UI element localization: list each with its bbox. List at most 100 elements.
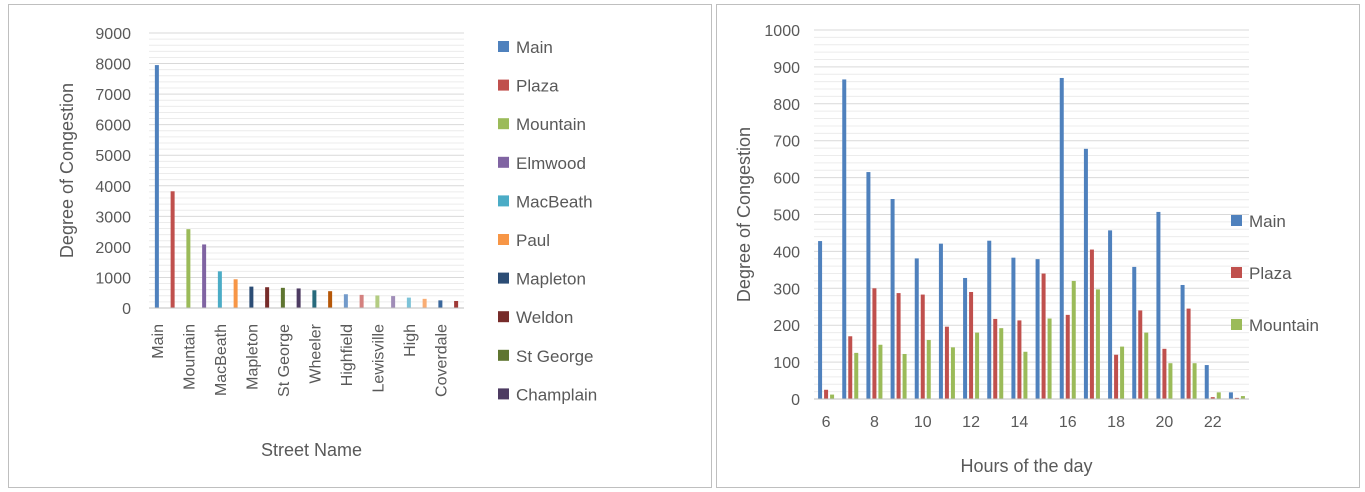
hourly-congestion-chart: 0 100 200 300 400 500 600 700 800 900 1000 Degree o… <box>717 5 1359 487</box>
bar-main-hour-21 <box>1181 285 1185 399</box>
bar-main-hour-23 <box>1229 392 1233 399</box>
y-tick-label: 200 <box>773 318 800 335</box>
bar-main-hour-20 <box>1156 212 1160 399</box>
y-axis-label: Degree of Congestion <box>734 127 754 302</box>
bar-plaza-hour-8 <box>872 288 876 399</box>
legend-label-elmwood: Elmwood <box>516 154 586 173</box>
y-tick-label: 5000 <box>95 148 131 165</box>
legend-swatch-main <box>1231 215 1242 226</box>
legend-label-st-george: St George <box>516 347 594 366</box>
x-tick-label-main: Main <box>150 324 167 359</box>
bar-main-hour-18 <box>1108 230 1112 399</box>
bar-plaza-hour-14 <box>1017 320 1021 399</box>
bar-plaza-hour-17 <box>1090 250 1094 399</box>
legend-label-weldon: Weldon <box>516 308 573 327</box>
bar-mountain-hour-8 <box>878 345 882 399</box>
bar-main-hour-16 <box>1060 78 1064 399</box>
x-tick-label-coverdale: Coverdale <box>433 324 450 397</box>
bar-mountain-hour-18 <box>1120 347 1124 399</box>
bar-plaza-hour-13 <box>993 319 997 399</box>
bar-mapleton <box>249 287 253 308</box>
bar-mountain-hour-14 <box>1023 352 1027 399</box>
legend-label-macbeath: MacBeath <box>516 192 593 211</box>
bar-plaza-hour-16 <box>1066 315 1070 399</box>
bar-main-hour-14 <box>1011 258 1015 399</box>
x-tick-label-6: 6 <box>822 414 831 431</box>
legend-swatch-paul <box>498 234 509 245</box>
bar-mountain-hour-7 <box>854 353 858 399</box>
bar-mountain-hour-17 <box>1096 289 1100 399</box>
bar-mountain-hour-20 <box>1168 363 1172 399</box>
bar-plaza-hour-15 <box>1042 274 1046 399</box>
y-tick-label: 100 <box>773 355 800 372</box>
legend-label-plaza: Plaza <box>1249 264 1292 283</box>
x-tick-label-16: 16 <box>1059 414 1077 431</box>
hourly-congestion-chart-panel: 0 100 200 300 400 500 600 700 800 900 1000 Degree o… <box>716 4 1360 488</box>
bar-plaza-hour-11 <box>945 327 949 399</box>
legend-swatch-st-george <box>498 350 509 361</box>
bar-plaza-hour-21 <box>1187 309 1191 399</box>
x-tick-label-wheeler: Wheeler <box>307 323 324 383</box>
x-axis-label: Street Name <box>261 440 362 460</box>
bar-mountain-hour-10 <box>927 340 931 399</box>
bar-high <box>407 298 411 308</box>
bar-mountain-hour-9 <box>903 354 907 399</box>
bar-plaza-hour-9 <box>897 293 901 399</box>
bar-plaza-hour-18 <box>1114 355 1118 399</box>
legend-swatch-champlain <box>498 388 509 399</box>
bar-mountain-hour-21 <box>1193 363 1197 399</box>
x-tick-label-macbeath: MacBeath <box>213 324 230 396</box>
bar-macbeath <box>218 271 222 308</box>
street-congestion-chart-panel: 0 1000 2000 3000 4000 5000 6000 7000 8000 9000 Deg… <box>8 4 712 488</box>
y-tick-label: 500 <box>773 208 800 225</box>
legend-swatch-macbeath <box>498 195 509 206</box>
x-tick-label-20: 20 <box>1156 414 1174 431</box>
bar-plaza-hour-12 <box>969 292 973 399</box>
x-tick-label-18: 18 <box>1107 414 1125 431</box>
y-tick-label: 0 <box>791 392 800 409</box>
bar-st-george <box>281 288 285 308</box>
bar-elmwood <box>202 244 206 308</box>
bar-wheeler <box>312 290 316 308</box>
y-tick-label: 1000 <box>95 270 131 287</box>
legend-swatch-elmwood <box>498 157 509 168</box>
legend-swatch-mountain <box>498 118 509 129</box>
legend-label-mountain: Mountain <box>1249 316 1319 335</box>
y-tick-label: 400 <box>773 244 800 261</box>
bar-mountain <box>186 229 190 308</box>
bar-plaza-hour-6 <box>824 390 828 399</box>
bar-mountain-hour-13 <box>999 328 1003 399</box>
legend-swatch-mountain <box>1231 319 1242 330</box>
y-tick-label: 0 <box>122 301 131 318</box>
y-tick-label: 700 <box>773 134 800 151</box>
bar-main-hour-7 <box>842 79 846 399</box>
bar-19 <box>454 301 458 308</box>
bar-coverdale <box>438 300 442 308</box>
bar-champlain <box>297 288 301 308</box>
bar-mountain-hour-15 <box>1048 319 1052 399</box>
bar-main-hour-8 <box>866 172 870 399</box>
bar-mountain-hour-22 <box>1217 392 1221 399</box>
x-tick-label-8: 8 <box>870 414 879 431</box>
bar-mountain-hour-16 <box>1072 281 1076 399</box>
y-tick-label: 9000 <box>95 26 131 43</box>
bar-main-hour-10 <box>915 258 919 399</box>
legend-label-mapleton: Mapleton <box>516 270 586 289</box>
x-axis-label: Hours of the day <box>960 456 1092 476</box>
legend-label-champlain: Champlain <box>516 385 597 404</box>
legend-label-paul: Paul <box>516 231 550 250</box>
x-tick-label-mountain: Mountain <box>181 324 198 390</box>
y-tick-label: 6000 <box>95 118 131 135</box>
x-tick-label-st-george: St George <box>276 324 293 397</box>
legend-swatch-mapleton <box>498 273 509 284</box>
x-tick-label-22: 22 <box>1204 414 1222 431</box>
y-tick-label: 3000 <box>95 209 131 226</box>
legend-swatch-plaza <box>1231 267 1242 278</box>
x-tick-label-highfield: Highfield <box>339 324 356 386</box>
x-tick-label-mapleton: Mapleton <box>244 324 261 390</box>
y-tick-label: 4000 <box>95 179 131 196</box>
legend-label-mountain: Mountain <box>516 115 586 134</box>
legend-label-plaza: Plaza <box>516 77 559 96</box>
x-tick-label-lewisville: Lewisville <box>370 324 387 393</box>
y-tick-label: 300 <box>773 281 800 298</box>
